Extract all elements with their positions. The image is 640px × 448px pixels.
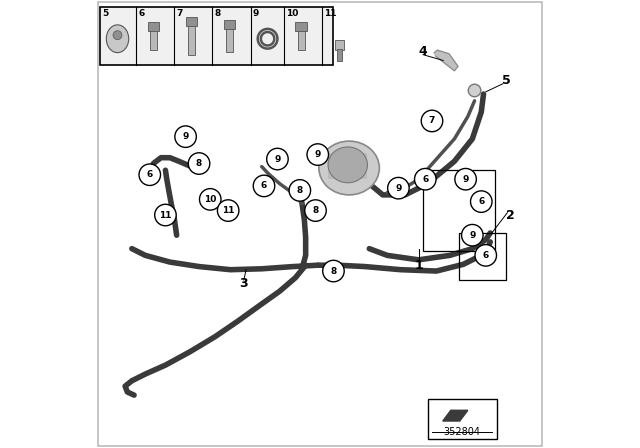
Text: 11: 11	[222, 206, 234, 215]
Text: 6: 6	[261, 181, 267, 190]
Circle shape	[323, 260, 344, 282]
Circle shape	[461, 224, 483, 246]
Text: 11: 11	[159, 211, 172, 220]
Text: 4: 4	[419, 45, 428, 58]
Text: 9: 9	[469, 231, 476, 240]
Ellipse shape	[113, 30, 122, 40]
Text: 6: 6	[422, 175, 428, 184]
Circle shape	[305, 200, 326, 221]
Circle shape	[307, 144, 328, 165]
FancyBboxPatch shape	[428, 399, 497, 439]
Circle shape	[475, 245, 497, 266]
Text: 6: 6	[147, 170, 153, 179]
Text: 3: 3	[239, 276, 248, 290]
FancyBboxPatch shape	[186, 17, 197, 26]
Text: 5: 5	[502, 74, 510, 87]
Circle shape	[188, 153, 210, 174]
Circle shape	[421, 110, 443, 132]
FancyBboxPatch shape	[100, 7, 333, 65]
Circle shape	[388, 177, 409, 199]
Circle shape	[253, 175, 275, 197]
FancyBboxPatch shape	[148, 22, 159, 30]
Circle shape	[155, 204, 176, 226]
Text: 352804: 352804	[444, 427, 481, 437]
Circle shape	[218, 200, 239, 221]
Text: 9: 9	[252, 9, 259, 17]
FancyBboxPatch shape	[298, 27, 305, 51]
FancyBboxPatch shape	[335, 40, 344, 50]
Ellipse shape	[328, 147, 367, 183]
Text: 10: 10	[286, 9, 298, 17]
Circle shape	[289, 180, 310, 201]
Text: 6: 6	[483, 251, 489, 260]
Circle shape	[415, 168, 436, 190]
Circle shape	[267, 148, 288, 170]
FancyBboxPatch shape	[224, 21, 236, 30]
Ellipse shape	[106, 25, 129, 53]
Polygon shape	[435, 50, 458, 71]
FancyBboxPatch shape	[337, 49, 342, 61]
FancyBboxPatch shape	[188, 23, 195, 55]
Bar	[328, 153, 367, 179]
Text: 10: 10	[204, 195, 216, 204]
Circle shape	[175, 126, 196, 147]
Ellipse shape	[319, 141, 380, 195]
Circle shape	[200, 189, 221, 210]
Polygon shape	[443, 410, 468, 421]
Text: 11: 11	[324, 9, 337, 17]
FancyBboxPatch shape	[150, 27, 157, 51]
Text: 9: 9	[396, 184, 401, 193]
Circle shape	[455, 168, 476, 190]
Text: 7: 7	[429, 116, 435, 125]
Text: 6: 6	[138, 9, 145, 17]
Text: 5: 5	[102, 9, 109, 17]
Text: 8: 8	[297, 186, 303, 195]
Text: 9: 9	[275, 155, 280, 164]
FancyBboxPatch shape	[226, 26, 233, 52]
Circle shape	[470, 191, 492, 212]
FancyBboxPatch shape	[296, 22, 307, 30]
Text: 8: 8	[214, 9, 221, 17]
Ellipse shape	[468, 84, 481, 97]
Text: 8: 8	[196, 159, 202, 168]
Text: 6: 6	[478, 197, 484, 206]
Circle shape	[139, 164, 161, 185]
Text: 1: 1	[414, 258, 423, 272]
Text: 9: 9	[182, 132, 189, 141]
Text: 8: 8	[312, 206, 319, 215]
Text: 9: 9	[463, 175, 468, 184]
Text: 2: 2	[506, 208, 515, 222]
Text: 9: 9	[315, 150, 321, 159]
Text: 7: 7	[176, 9, 182, 17]
Text: 8: 8	[330, 267, 337, 276]
